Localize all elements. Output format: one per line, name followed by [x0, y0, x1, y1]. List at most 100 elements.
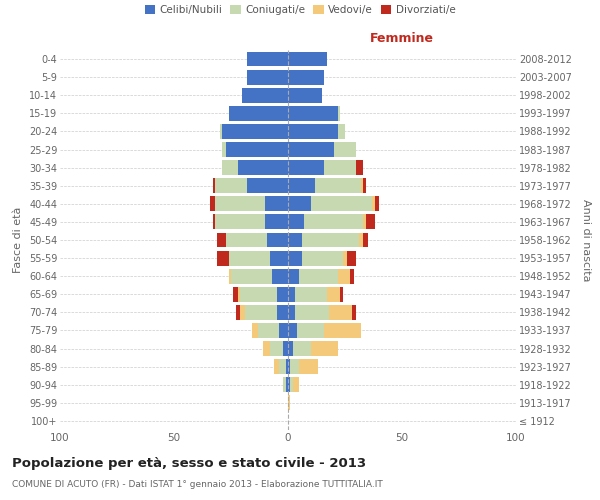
Bar	[374, 196, 379, 211]
Bar	[334, 142, 356, 157]
Bar	[297, 323, 325, 338]
Bar	[220, 124, 222, 139]
Bar	[268, 232, 288, 248]
Bar	[242, 88, 288, 102]
Bar	[340, 287, 343, 302]
Bar	[286, 359, 288, 374]
Bar	[215, 196, 265, 211]
Bar	[338, 269, 350, 283]
Bar	[213, 178, 215, 193]
Bar	[288, 359, 290, 374]
Bar	[270, 341, 283, 356]
Bar	[288, 396, 290, 410]
Bar	[272, 269, 288, 283]
Bar	[238, 287, 240, 302]
Bar	[213, 214, 215, 230]
Bar	[293, 378, 299, 392]
Bar	[293, 341, 311, 356]
Bar	[288, 178, 316, 193]
Text: COMUNE DI ACUTO (FR) - Dati ISTAT 1° gennaio 2013 - Elaborazione TUTTITALIA.IT: COMUNE DI ACUTO (FR) - Dati ISTAT 1° gen…	[12, 480, 383, 489]
Bar	[247, 70, 288, 84]
Bar	[238, 160, 288, 175]
Bar	[283, 341, 288, 356]
Bar	[327, 287, 340, 302]
Bar	[288, 269, 299, 283]
Bar	[343, 250, 347, 266]
Bar	[329, 305, 352, 320]
Bar	[347, 250, 356, 266]
Bar	[299, 359, 317, 374]
Bar	[222, 124, 288, 139]
Bar	[217, 232, 226, 248]
Bar	[359, 232, 363, 248]
Bar	[288, 305, 295, 320]
Bar	[350, 269, 354, 283]
Bar	[288, 287, 295, 302]
Bar	[240, 287, 277, 302]
Bar	[352, 305, 356, 320]
Bar	[233, 287, 238, 302]
Bar	[231, 269, 272, 283]
Y-axis label: Fasce di età: Fasce di età	[13, 207, 23, 273]
Bar	[277, 305, 288, 320]
Bar	[288, 124, 338, 139]
Bar	[265, 214, 288, 230]
Bar	[373, 196, 374, 211]
Bar	[288, 160, 325, 175]
Bar	[240, 305, 245, 320]
Bar	[356, 160, 363, 175]
Bar	[259, 323, 279, 338]
Bar	[325, 323, 361, 338]
Bar	[247, 52, 288, 66]
Bar	[288, 250, 302, 266]
Bar	[288, 52, 327, 66]
Bar	[265, 196, 288, 211]
Bar	[338, 124, 345, 139]
Bar	[288, 70, 325, 84]
Bar	[290, 359, 299, 374]
Bar	[316, 178, 361, 193]
Bar	[338, 106, 340, 121]
Bar	[288, 232, 302, 248]
Bar	[288, 106, 338, 121]
Bar	[274, 359, 279, 374]
Y-axis label: Anni di nascita: Anni di nascita	[581, 198, 591, 281]
Bar	[245, 305, 277, 320]
Bar	[299, 269, 338, 283]
Bar	[288, 378, 290, 392]
Bar	[279, 359, 286, 374]
Bar	[251, 323, 259, 338]
Bar	[361, 178, 363, 193]
Bar	[365, 214, 374, 230]
Bar	[363, 178, 365, 193]
Bar	[211, 196, 215, 211]
Bar	[229, 269, 231, 283]
Bar	[226, 142, 288, 157]
Bar	[295, 305, 329, 320]
Bar	[288, 142, 334, 157]
Bar	[311, 341, 338, 356]
Bar	[270, 250, 288, 266]
Bar	[302, 232, 359, 248]
Bar	[222, 160, 238, 175]
Bar	[277, 287, 288, 302]
Text: Femmine: Femmine	[370, 32, 434, 46]
Bar	[325, 160, 356, 175]
Bar	[283, 378, 286, 392]
Bar	[226, 232, 268, 248]
Bar	[286, 378, 288, 392]
Bar	[215, 178, 247, 193]
Bar	[288, 341, 293, 356]
Bar	[290, 378, 293, 392]
Bar	[288, 196, 311, 211]
Bar	[288, 214, 304, 230]
Bar	[222, 142, 226, 157]
Bar	[295, 287, 327, 302]
Bar	[288, 323, 297, 338]
Bar	[229, 106, 288, 121]
Bar	[215, 214, 265, 230]
Bar	[263, 341, 270, 356]
Bar	[288, 88, 322, 102]
Bar	[229, 250, 270, 266]
Bar	[217, 250, 229, 266]
